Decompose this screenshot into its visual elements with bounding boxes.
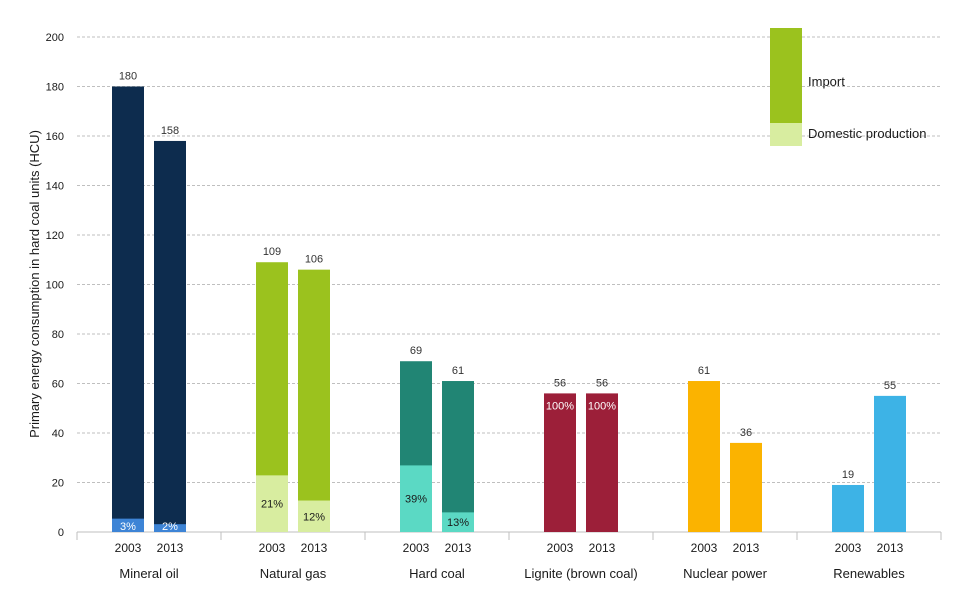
bar bbox=[154, 140, 186, 532]
year-label: 2003 bbox=[259, 541, 286, 555]
year-label: 2013 bbox=[157, 541, 184, 555]
year-label: 2013 bbox=[877, 541, 904, 555]
data-label: 69 bbox=[410, 345, 422, 357]
domestic-share-label: 100% bbox=[546, 400, 574, 412]
data-label: 56 bbox=[596, 377, 608, 389]
bar bbox=[832, 484, 864, 532]
legend-swatch-import bbox=[770, 28, 802, 123]
domestic-share-label: 3% bbox=[120, 521, 136, 533]
year-label: 2003 bbox=[835, 541, 862, 555]
y-tick-label: 100 bbox=[46, 280, 64, 292]
category-label: Renewables bbox=[833, 566, 905, 581]
bar-domestic-segment bbox=[442, 512, 474, 532]
data-label: 55 bbox=[884, 380, 896, 392]
bar-domestic-segment bbox=[112, 518, 144, 532]
data-label: 61 bbox=[698, 365, 710, 377]
bar bbox=[586, 393, 618, 532]
bar bbox=[298, 269, 330, 532]
domestic-share-label: 21% bbox=[261, 499, 283, 511]
bar-domestic-segment bbox=[154, 524, 186, 532]
category-label: Hard coal bbox=[409, 566, 465, 581]
data-label: 56 bbox=[554, 377, 566, 389]
domestic-share-label: 100% bbox=[588, 400, 616, 412]
year-label: 2013 bbox=[301, 541, 328, 555]
bars bbox=[112, 86, 906, 532]
data-label: 36 bbox=[740, 427, 752, 439]
y-tick-label: 60 bbox=[52, 379, 64, 391]
domestic-share-label: 39% bbox=[405, 494, 427, 506]
bar bbox=[112, 86, 144, 532]
year-label: 2003 bbox=[547, 541, 574, 555]
y-tick-label: 20 bbox=[52, 478, 64, 490]
bar-domestic-segment bbox=[400, 465, 432, 532]
y-tick-label: 160 bbox=[46, 131, 64, 143]
bar bbox=[442, 381, 474, 532]
year-label: 2013 bbox=[445, 541, 472, 555]
legend-swatch-domestic bbox=[770, 123, 802, 146]
domestic-share-label: 2% bbox=[162, 521, 178, 533]
y-tick-label: 40 bbox=[52, 428, 64, 440]
data-label: 106 bbox=[305, 254, 323, 266]
y-tick-label: 0 bbox=[58, 527, 64, 539]
y-tick-label: 180 bbox=[46, 82, 64, 94]
data-label: 180 bbox=[119, 71, 137, 83]
labels: 0 20 40 60 80 100 120 140 160 180 200 Mineral oil 18… bbox=[46, 32, 906, 581]
bar bbox=[544, 393, 576, 532]
y-tick-label: 80 bbox=[52, 329, 64, 341]
year-label: 2003 bbox=[115, 541, 142, 555]
y-axis-title: Primary energy consumption in hard coal … bbox=[27, 130, 42, 438]
data-label: 109 bbox=[263, 246, 281, 258]
legend: Import Domestic production bbox=[770, 28, 927, 146]
bar-domestic-segment bbox=[256, 475, 288, 532]
domestic-share-label: 13% bbox=[447, 517, 469, 529]
grid bbox=[76, 36, 942, 540]
data-label: 19 bbox=[842, 469, 854, 481]
data-label: 61 bbox=[452, 365, 464, 377]
category-label: Lignite (brown coal) bbox=[524, 566, 637, 581]
bar-domestic-segment bbox=[298, 500, 330, 532]
y-tick-label: 140 bbox=[46, 181, 64, 193]
y-tick-label: 200 bbox=[46, 32, 64, 44]
year-label: 2003 bbox=[403, 541, 430, 555]
year-label: 2013 bbox=[589, 541, 616, 555]
year-label: 2013 bbox=[733, 541, 760, 555]
category-label: Nuclear power bbox=[683, 566, 767, 581]
bar bbox=[730, 442, 762, 532]
y-tick-label: 120 bbox=[46, 230, 64, 242]
category-label: Natural gas bbox=[260, 566, 327, 581]
year-label: 2003 bbox=[691, 541, 718, 555]
domestic-share-label: 12% bbox=[303, 511, 325, 523]
data-label: 158 bbox=[161, 125, 179, 137]
bar bbox=[688, 381, 720, 532]
category-label: Mineral oil bbox=[119, 566, 178, 581]
bar bbox=[874, 395, 906, 532]
legend-label-domestic: Domestic production bbox=[808, 126, 927, 141]
legend-label-import: Import bbox=[808, 74, 845, 89]
